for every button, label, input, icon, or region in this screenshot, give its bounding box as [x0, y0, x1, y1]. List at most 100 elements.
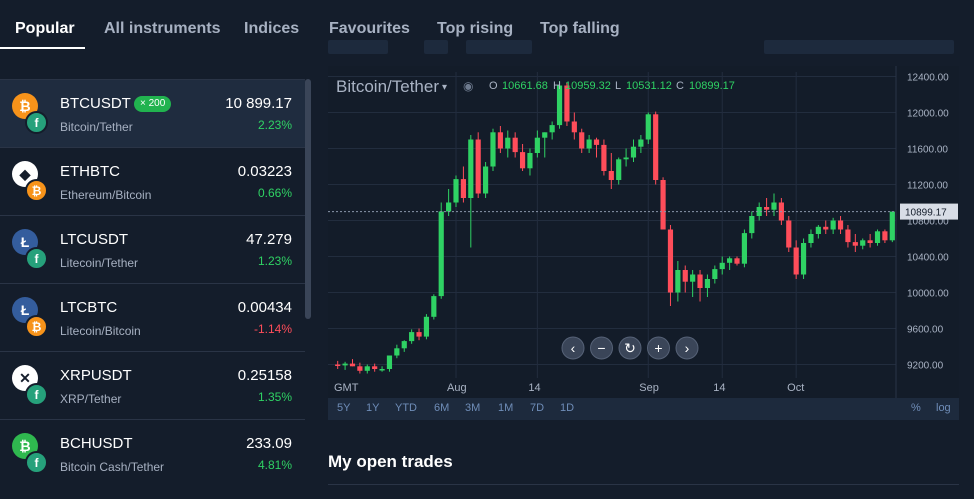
candle-body [800, 243, 807, 275]
candle [379, 366, 385, 372]
candle [808, 229, 814, 248]
nav-button-bg [561, 336, 585, 360]
timeframe-bar: 5Y 1Y YTD 6M 3M 1M 7D 1D% log [328, 398, 959, 420]
toolbar-control[interactable] [764, 40, 954, 54]
instrument-name: Bitcoin/Tether [60, 120, 133, 134]
candle [786, 216, 792, 252]
instrument-name: Litecoin/Bitcoin [60, 324, 141, 338]
chart-axes: 9200.00 9600.00 10000.00 10400.00 10800.00 11… [328, 66, 958, 398]
tab-popular[interactable]: Popular [15, 20, 75, 37]
candle-body [749, 216, 755, 234]
instrument-tabs: Popular All instruments Indices Favourit… [0, 0, 974, 52]
tab-top-falling[interactable]: Top falling [540, 20, 620, 37]
candle [556, 81, 563, 129]
candle [497, 126, 503, 153]
toolbar-control[interactable] [424, 40, 448, 54]
tab-favourites[interactable]: Favourites [329, 20, 410, 37]
zoom-out-icon[interactable]: − [590, 336, 613, 360]
timeframe-1y[interactable]: 1Y [366, 402, 380, 414]
timeframe-3m[interactable]: 3M [465, 402, 481, 414]
candle-body [505, 137, 511, 149]
candle [764, 198, 770, 216]
candle-body [830, 220, 836, 230]
price-chart[interactable]: 9200.00 9600.00 10000.00 10400.00 10800.00 11… [328, 66, 959, 418]
candle-body [564, 85, 570, 122]
zoom-in-icon-glyph: + [654, 340, 662, 356]
candle-body [786, 220, 792, 248]
candle [386, 355, 393, 372]
chevron-left-icon[interactable]: ‹ [561, 336, 585, 360]
tab-top-rising[interactable]: Top rising [437, 20, 514, 37]
candle [616, 157, 622, 185]
candle-body [771, 202, 777, 210]
tab-all-instruments[interactable]: All instruments [104, 20, 221, 37]
candle-body [483, 166, 489, 194]
timeframe-5y[interactable]: 5Y [337, 402, 351, 414]
candle [645, 112, 651, 144]
x-tick-label: Sep [639, 382, 659, 394]
instrument-row-bchusdt[interactable]: ₿ f BCHUSDT Bitcoin Cash/Tether 233.09 4.81% [0, 419, 305, 487]
candle-body [860, 240, 866, 246]
candle [638, 135, 644, 153]
timeframe-7d[interactable]: 7D [530, 402, 545, 414]
divider [328, 484, 959, 485]
percent-scale-toggle[interactable]: % [911, 402, 921, 414]
timeframe-1m[interactable]: 1M [498, 402, 514, 414]
chart-pair-dropdown-icon[interactable]: ▾ [442, 82, 447, 93]
x-tick-label: Oct [787, 382, 804, 394]
toolbar-control[interactable] [466, 40, 532, 54]
candle-body [675, 270, 681, 293]
instrument-list-scrollbar[interactable] [305, 79, 311, 319]
active-tab-indicator [0, 47, 85, 49]
candle-body [534, 137, 540, 153]
ohlc-low-label: L [615, 80, 621, 92]
candle [372, 363, 378, 372]
y-tick-label: 10400.00 [907, 253, 949, 264]
candle-body [601, 144, 607, 171]
instrument-row-ltcbtc[interactable]: Ł ₿ LTCBTC Litecoin/Bitcoin 0.00434 -1.14% [0, 283, 305, 351]
candle [704, 274, 711, 297]
last-price-label: 10899.17 [905, 208, 947, 219]
instrument-price: 10 899.17 [225, 95, 292, 112]
candle-body [682, 270, 688, 282]
timeframe-1d[interactable]: 1D [560, 402, 575, 414]
log-scale-toggle[interactable]: log [936, 402, 951, 414]
candle [823, 220, 829, 234]
open-trades-title: My open trades [328, 452, 453, 471]
ohlc-high-label: H [553, 80, 561, 92]
candle-body [416, 332, 422, 337]
candle-body [882, 231, 888, 241]
candle [719, 256, 725, 275]
candle [468, 135, 474, 248]
instrument-price: 0.25158 [237, 367, 292, 384]
candle [549, 121, 555, 140]
toolbar-control[interactable] [328, 40, 388, 54]
reset-icon-glyph: ↻ [624, 340, 636, 356]
timeframe-6m[interactable]: 6M [434, 402, 450, 414]
instrument-row-ethbtc[interactable]: ◆ ₿ ETHBTC Ethereum/Bitcoin 0.03223 0.66% [0, 147, 305, 215]
candle [364, 364, 370, 374]
candle-body [460, 179, 466, 198]
candle [460, 166, 466, 203]
candle-body [719, 262, 725, 270]
y-tick-label: 9200.00 [907, 361, 944, 372]
timeframe-ytd[interactable]: YTD [395, 402, 417, 414]
candle-body [394, 348, 400, 356]
tab-indices[interactable]: Indices [244, 20, 300, 37]
zoom-in-icon[interactable]: + [647, 336, 670, 360]
visibility-eye-icon[interactable]: ◉ [463, 79, 473, 93]
reset-icon[interactable]: ↻ [618, 336, 642, 360]
chevron-right-icon[interactable]: › [675, 336, 699, 360]
timezone-label: GMT [334, 382, 359, 394]
candle-body [697, 274, 703, 288]
instrument-change: 0.66% [257, 186, 292, 200]
candle-body [556, 85, 563, 126]
candle-body [638, 139, 644, 147]
instrument-row-xrpusdt[interactable]: ✕ f XRPUSDT XRP/Tether 0.25158 1.35% [0, 351, 305, 419]
candle-body [453, 179, 459, 203]
y-tick-label: 11200.00 [907, 181, 948, 192]
instrument-row-btcusdt[interactable]: ₿ f BTCUSDT × 200 Bitcoin/Tether 10 899.17 2.2… [0, 79, 305, 147]
ohlc-low-value: 10531.12 [626, 80, 672, 92]
candle-body [446, 202, 452, 212]
